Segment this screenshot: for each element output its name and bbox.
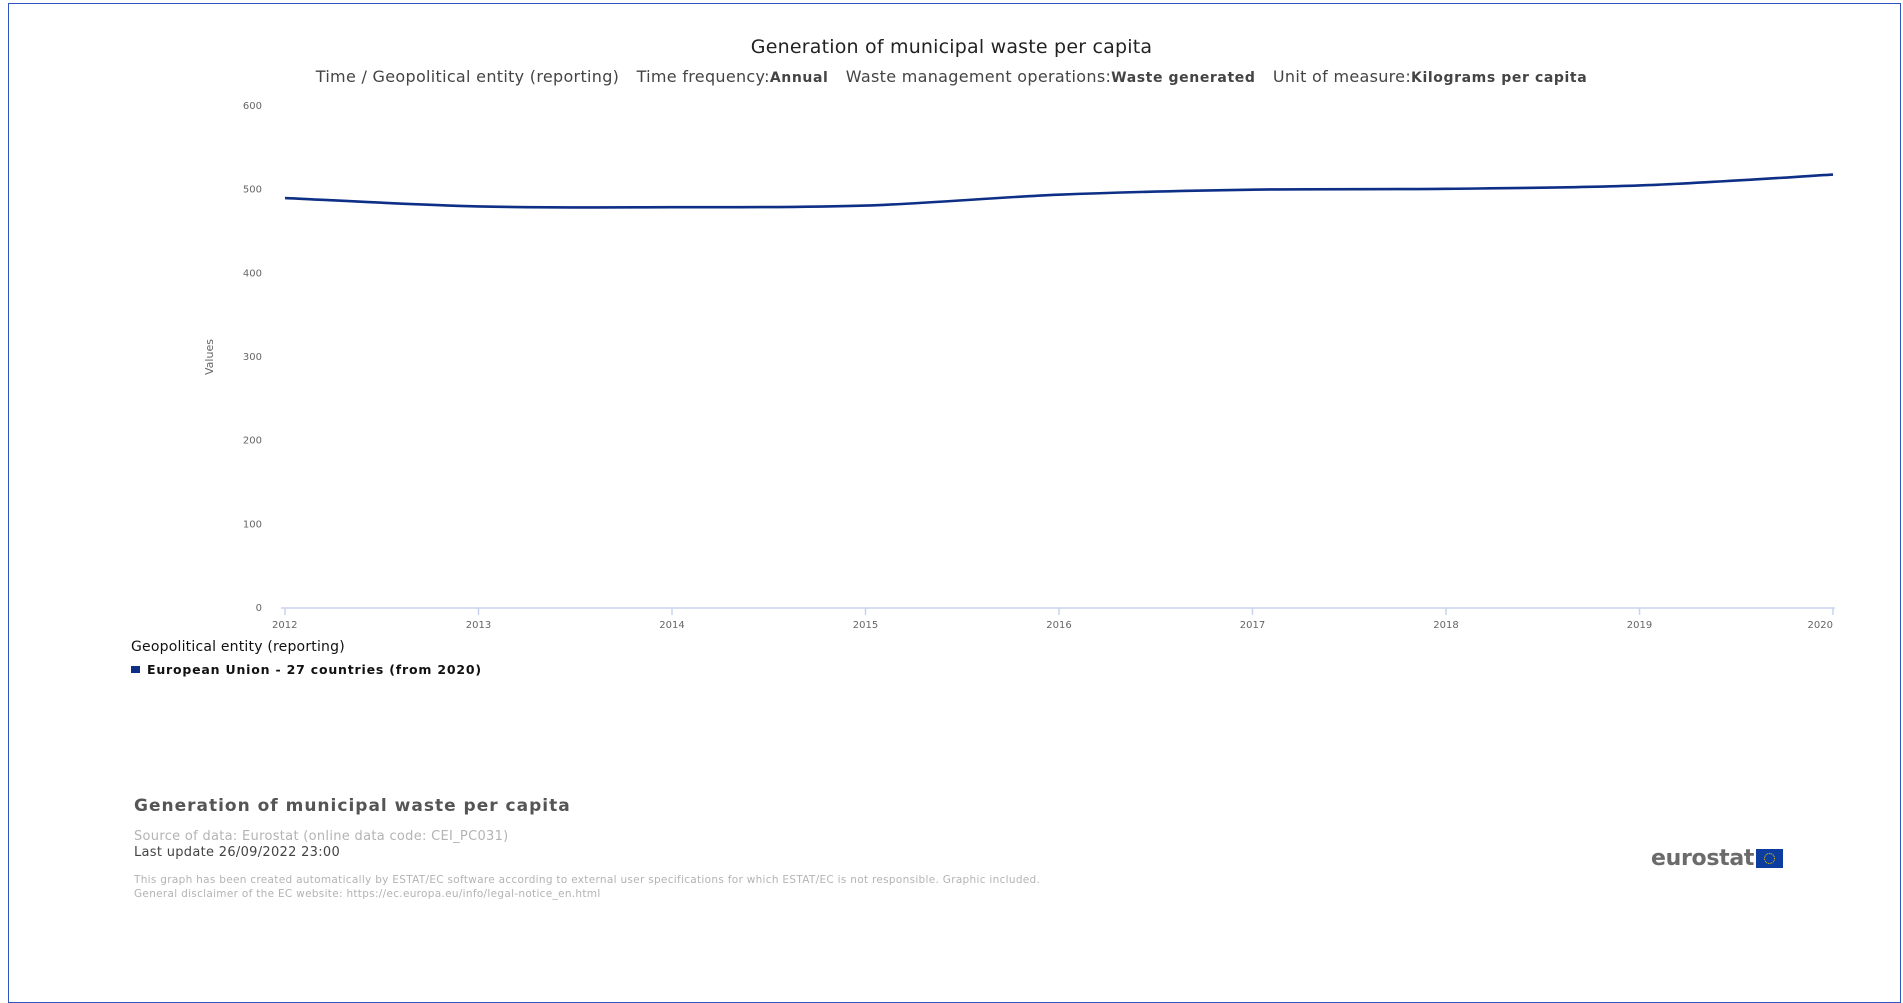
y-tick-label: 600 (243, 101, 262, 112)
y-tick-label: 400 (243, 268, 262, 279)
logo-text: eurostat (1651, 846, 1754, 871)
y-tick-label: 100 (243, 519, 262, 530)
series-line[interactable] (285, 175, 1833, 208)
x-tick-label: 2015 (853, 620, 878, 631)
legend-item-label: European Union - 27 countries (from 2020… (147, 662, 482, 677)
x-tick-label: 2016 (1046, 620, 1071, 631)
x-tick-label: 2018 (1433, 620, 1458, 631)
x-axis: 2012 2013 2014 2015 2016 2017 2018 2019 2020 (272, 608, 1835, 631)
legend-swatch (131, 666, 140, 673)
x-tick-label: 2020 (1808, 620, 1833, 631)
footer-title: Generation of municipal waste per capita (134, 796, 571, 816)
y-tick-label: 200 (243, 436, 262, 447)
disclaimer-line: This graph has been created automaticall… (134, 873, 1040, 887)
eu-flag-icon (1756, 849, 1783, 868)
series-layer (285, 175, 1833, 208)
x-tick-label: 2019 (1627, 620, 1652, 631)
legend-title: Geopolitical entity (reporting) (131, 639, 345, 655)
x-tick-label: 2014 (659, 620, 684, 631)
legend-item[interactable]: European Union - 27 countries (from 2020… (131, 662, 482, 677)
y-axis: 0 100 200 300 400 500 600 (243, 101, 262, 614)
footer-last-update: Last update 26/09/2022 23:00 (134, 845, 340, 860)
footer-disclaimer: This graph has been created automaticall… (134, 873, 1040, 901)
y-tick-label: 0 (256, 603, 262, 614)
y-axis-label: Values (203, 339, 216, 375)
disclaimer-line: General disclaimer of the EC website: ht… (134, 887, 1040, 901)
x-tick-label: 2017 (1240, 620, 1265, 631)
footer-source: Source of data: Eurostat (online data co… (134, 829, 509, 844)
x-tick-label: 2013 (466, 620, 491, 631)
y-tick-label: 500 (243, 185, 262, 196)
line-chart: 0 100 200 300 400 500 600 2012 2013 2014 2015 2016… (0, 0, 1903, 963)
y-tick-label: 300 (243, 352, 262, 363)
eurostat-logo: eurostat (1651, 846, 1783, 871)
x-tick-label: 2012 (272, 620, 297, 631)
